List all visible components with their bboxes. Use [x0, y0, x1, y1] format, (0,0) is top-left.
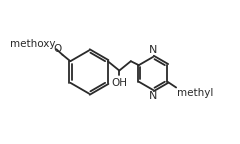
Text: methyl: methyl [177, 88, 213, 98]
Text: O: O [54, 44, 62, 54]
Text: N: N [149, 91, 157, 101]
Text: OH: OH [111, 78, 127, 88]
Text: methoxy: methoxy [11, 39, 56, 49]
Text: N: N [149, 46, 157, 55]
